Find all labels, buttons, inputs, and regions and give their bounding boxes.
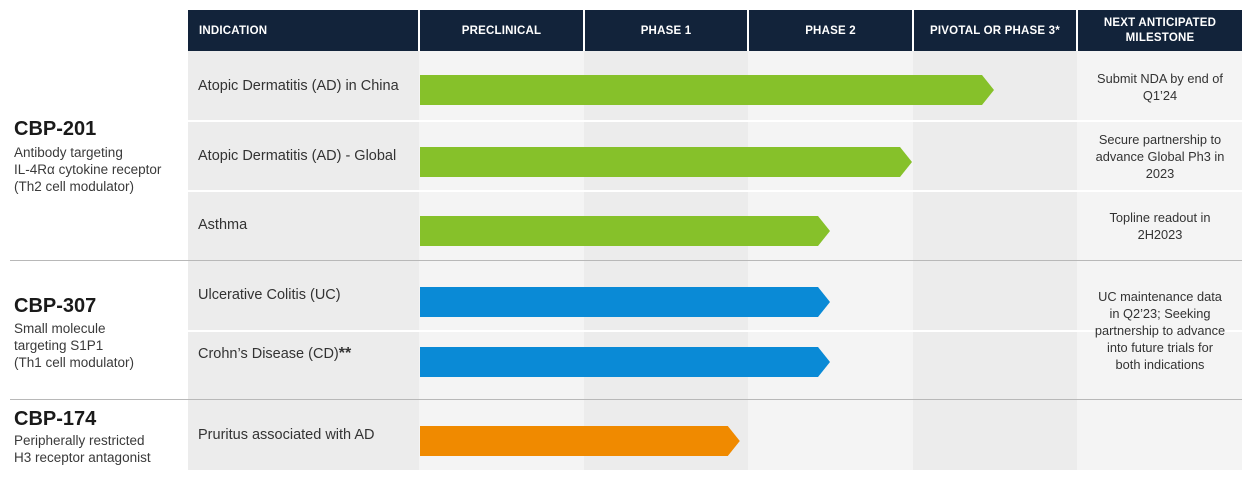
row-separator [188,120,1242,122]
header-phase3: PIVOTAL OR PHASE 3* [914,10,1076,51]
pipeline-bar [420,426,740,456]
milestone-text: Topline readout in 2H2023 [1109,210,1211,242]
header-preclinical: PRECLINICAL [420,10,583,51]
milestone-text: UC maintenance data in Q2’23; Seeking part… [1094,289,1226,372]
indication-label: Atopic Dermatitis (AD) in China [198,78,399,94]
drug-description: Peripherally restricted H3 receptor antag… [14,433,151,465]
header-milestone: NEXT ANTICIPATED MILESTONE [1078,10,1242,51]
pipeline-bar [420,287,830,317]
drug-name: CBP-201 [14,118,97,140]
pipeline-bar [420,216,830,246]
pipeline-bar [420,347,830,377]
indication-label: Asthma [198,217,248,233]
header-phase1: PHASE 1 [585,10,747,51]
indication-label: Atopic Dermatitis (AD) - Global [198,148,397,164]
row-separator [188,190,1242,192]
drug-description: Antibody targeting IL-4Rα cytokine recept… [14,145,162,194]
pipeline-bar [420,147,912,177]
footnote-marker: ** [338,345,352,362]
indication-label: Ulcerative Colitis (UC) [198,287,341,303]
header-milestone-line1: NEXT ANTICIPATED [1103,16,1217,29]
milestone-text: Submit NDA by end of Q1’24 [1097,71,1223,103]
row-separator [188,330,1242,332]
group-separator [10,399,1242,400]
header-indication: INDICATION [188,10,418,51]
indication-label: Crohn’s Disease (CD)** [198,345,352,362]
drug-name: CBP-307 [14,295,97,317]
group-separator [10,260,1242,261]
milestone-text: Secure partnership to advance Global Ph3 … [1095,132,1225,181]
drug-description: Small molecule targeting S1P1 (Th1 cell mo… [14,321,135,370]
pipeline-bar [420,75,994,105]
indication-label: Pruritus associated with AD [198,427,375,443]
drug-name: CBP-174 [14,408,97,430]
header-milestone-line2: MILESTONE [1125,31,1195,44]
header-phase2: PHASE 2 [749,10,912,51]
